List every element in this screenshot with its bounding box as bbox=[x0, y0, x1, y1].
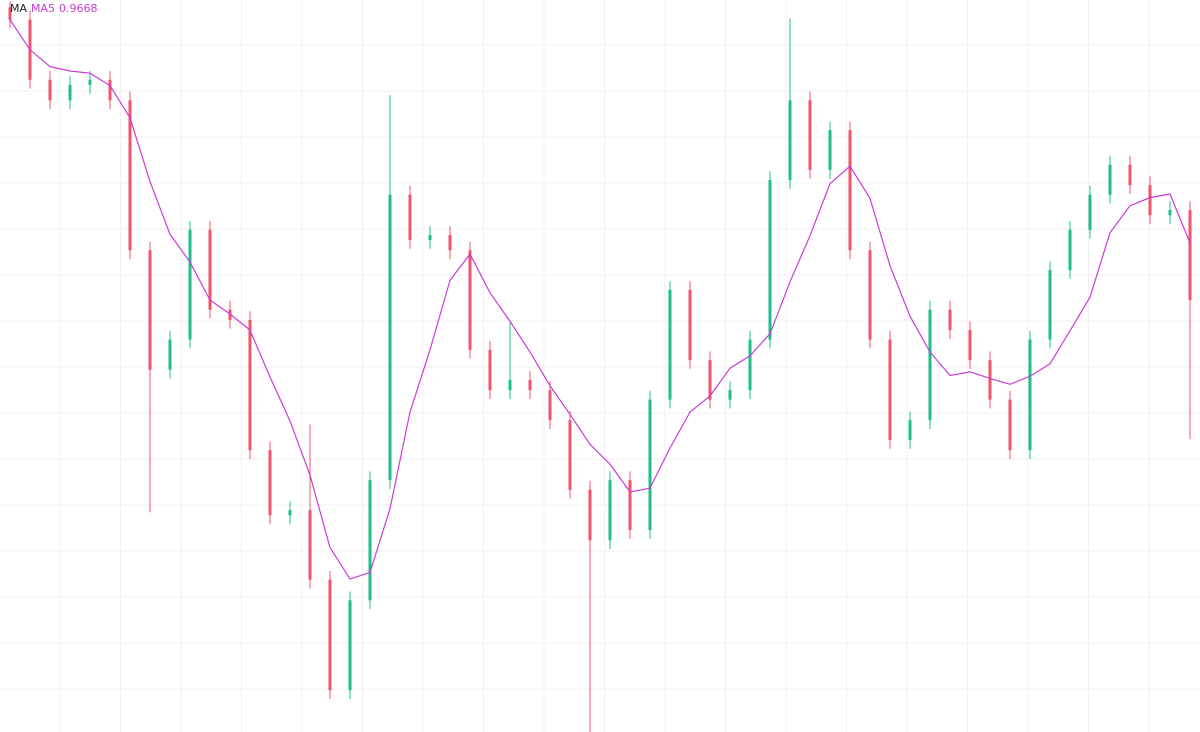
candle-body bbox=[948, 309, 952, 331]
candle-body bbox=[768, 180, 772, 340]
candle-body bbox=[288, 510, 292, 516]
candle-body bbox=[308, 510, 312, 580]
candle-body bbox=[748, 339, 752, 391]
candle-body bbox=[148, 250, 152, 370]
candle-body bbox=[448, 234, 452, 251]
candle-body bbox=[628, 480, 632, 530]
candle-body bbox=[688, 289, 692, 361]
candle-body bbox=[1188, 210, 1192, 301]
candle-body bbox=[928, 309, 932, 421]
indicator-label: MA bbox=[10, 2, 27, 15]
legend-value: 0.9668 bbox=[59, 2, 98, 15]
candle-body bbox=[488, 349, 492, 391]
ma-line bbox=[9, 19, 1191, 580]
candle-body bbox=[368, 480, 372, 601]
legend: MA MA5 0.9668 bbox=[10, 2, 98, 15]
candle-body bbox=[528, 379, 532, 391]
candle-body bbox=[1008, 399, 1012, 451]
candle-body bbox=[908, 420, 912, 440]
candle-body bbox=[728, 390, 732, 400]
candles bbox=[8, 1, 1192, 732]
candle-body bbox=[408, 194, 412, 241]
candle-body bbox=[68, 84, 72, 101]
candle-body bbox=[868, 250, 872, 340]
candle-body bbox=[548, 390, 552, 421]
candle-body bbox=[268, 450, 272, 516]
candle-body bbox=[8, 7, 12, 20]
candle-body bbox=[1108, 164, 1112, 195]
candle-body bbox=[708, 360, 712, 400]
candle-body bbox=[648, 399, 652, 530]
indicator-lines bbox=[9, 19, 1191, 580]
candle-body bbox=[608, 480, 612, 541]
candle-body bbox=[88, 79, 92, 85]
candle-body bbox=[1168, 210, 1172, 216]
candle-body bbox=[248, 319, 252, 451]
candle-body bbox=[48, 79, 52, 101]
candle-body bbox=[668, 289, 672, 400]
candle-body bbox=[1048, 270, 1052, 340]
candle-body bbox=[328, 579, 332, 691]
candle-body bbox=[808, 100, 812, 170]
candle-body bbox=[428, 234, 432, 241]
candle-body bbox=[828, 130, 832, 170]
candle-body bbox=[128, 100, 132, 251]
candle-body bbox=[188, 229, 192, 340]
candle-body bbox=[1028, 339, 1032, 451]
candle-body bbox=[168, 339, 172, 370]
candle-body bbox=[208, 229, 212, 310]
candle-body bbox=[788, 100, 792, 181]
legend-name: MA5 bbox=[31, 2, 55, 15]
candle-body bbox=[388, 194, 392, 481]
candle-body bbox=[508, 379, 512, 391]
candle-body bbox=[108, 79, 112, 101]
candle-body bbox=[848, 130, 852, 251]
candle-body bbox=[588, 489, 592, 541]
candle-body bbox=[1148, 185, 1152, 216]
candle-body bbox=[988, 360, 992, 400]
candle-body bbox=[348, 600, 352, 691]
candle-body bbox=[468, 250, 472, 350]
candle-body bbox=[1088, 194, 1092, 230]
candle-body bbox=[968, 330, 972, 361]
candle-body bbox=[568, 420, 572, 490]
candle-body bbox=[1068, 229, 1072, 271]
candle-body bbox=[888, 339, 892, 440]
candle-body bbox=[1128, 164, 1132, 186]
